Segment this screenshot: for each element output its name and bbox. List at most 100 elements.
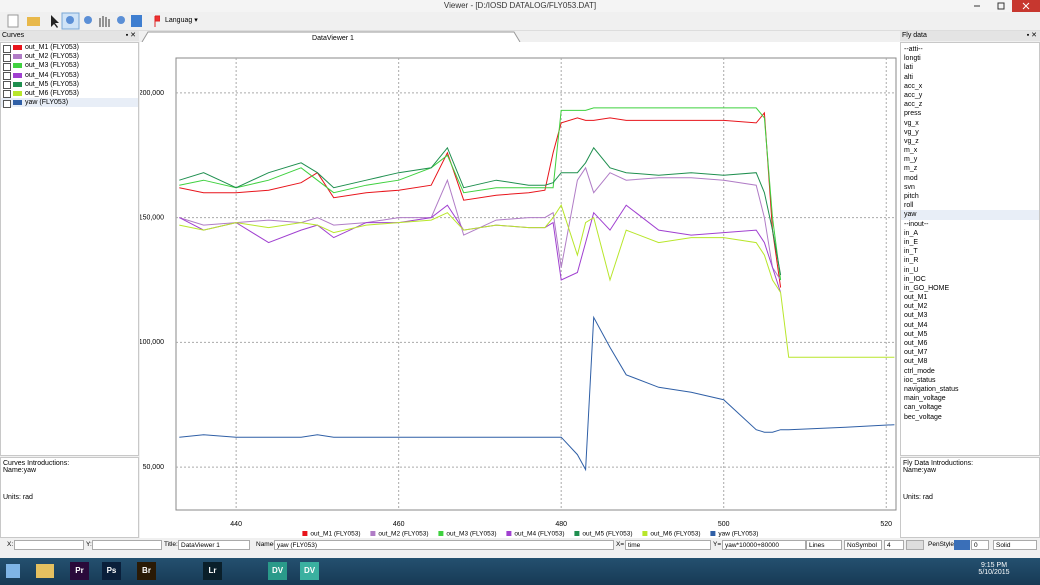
y-tick-label: 50,000 [143,464,165,471]
fly-item[interactable]: ctrl_mode [904,367,935,375]
start-button[interactable] [6,564,20,578]
fly-item[interactable]: in_A [904,229,919,237]
line-style[interactable]: Lines [806,540,842,550]
fly-item[interactable]: acc_z [904,101,923,109]
fly-item[interactable]: --atti-- [904,46,923,53]
symbol[interactable]: NoSymbol [844,540,882,550]
pen-color[interactable] [954,540,970,550]
curve-item[interactable]: out_M3 (FLY053) [1,61,138,71]
fly-item[interactable]: alti [904,73,913,81]
fly-item[interactable]: vg_x [904,119,919,127]
legend-label: yaw (FLY053) [718,531,758,538]
fly-item[interactable]: out_M5 [904,330,928,338]
fly-item[interactable]: vg_z [904,137,919,145]
zoom-icon[interactable] [117,16,125,24]
app-icon[interactable]: DV [300,562,319,580]
fly-item[interactable]: m_x [904,147,918,155]
y-tick-label: 200,000 [140,90,164,97]
fly-item[interactable]: roll [904,202,914,210]
fly-item[interactable]: acc_y [904,91,923,99]
language-menu[interactable]: Languag ▾ [165,17,198,24]
fly-item[interactable]: in_GO_HOME [904,284,950,292]
fly-item[interactable]: mod [904,174,918,182]
app-icon[interactable]: Lr [203,562,222,580]
legend-swatch [438,531,444,536]
fly-item[interactable]: out_M7 [904,349,928,357]
x-expr[interactable]: time [625,540,711,550]
checkbox [3,62,11,71]
fly-item[interactable]: in_IOC [904,275,926,283]
curve-item[interactable]: out_M4 (FLY053) [1,71,138,81]
app-icon[interactable]: DV [268,562,287,580]
curve-item[interactable]: yaw (FLY053) [1,98,138,108]
fly-item[interactable]: out_M3 [904,312,928,320]
pen-style[interactable]: Solid [993,540,1037,550]
curve-color [13,90,22,96]
x-label: X: [7,541,14,548]
legend-swatch [710,531,716,536]
fly-item[interactable]: out_M4 [904,321,928,329]
x-input[interactable] [14,540,84,550]
fly-item[interactable]: in_U [904,266,919,274]
curve-item[interactable]: out_M2 (FLY053) [1,52,138,62]
maximize[interactable] [997,2,1005,10]
app-icon[interactable]: Br [137,562,156,580]
new-icon[interactable] [7,14,19,28]
hand-icon[interactable] [99,16,110,27]
pointer-icon[interactable] [51,15,59,28]
fly-item[interactable]: lati [904,64,913,72]
app-icon[interactable]: Ps [102,562,121,580]
fly-item[interactable]: out_M2 [904,303,928,311]
checkbox [3,99,11,108]
color-button[interactable] [906,540,924,550]
explorer-icon[interactable] [36,564,54,578]
curve-color [13,100,22,106]
fly-item[interactable]: m_y [904,156,918,164]
fly-item[interactable]: vg_y [904,128,919,136]
fly-item[interactable]: can_voltage [904,404,942,412]
x-tick-label: 460 [393,521,405,528]
fly-item[interactable]: yaw [901,210,1039,220]
pen-style-label: PenStyle: [928,541,956,548]
zoom-out-icon[interactable] [84,16,92,24]
open-icon[interactable] [27,17,40,26]
fly-item[interactable]: out_M1 [904,294,928,302]
fly-item[interactable]: in_T [904,248,918,256]
app-label: Pr [75,566,84,575]
legend-swatch [642,531,648,536]
fly-item[interactable]: svn [904,183,915,191]
fly-item[interactable]: navigation_status [904,385,959,393]
app-icon[interactable]: Pr [70,562,89,580]
name-input[interactable]: yaw (FLY053) [274,540,614,550]
curve-item[interactable]: out_M1 (FLY053) [1,43,138,53]
fly-item[interactable]: in_R [904,257,919,265]
language-label: Languag [165,17,193,24]
fly-item[interactable]: bec_voltage [904,413,942,421]
pen-width[interactable]: 0 [971,540,989,550]
fly-item[interactable]: out_M8 [904,358,928,366]
fly-item[interactable]: longti [904,55,921,63]
curve-item[interactable]: out_M5 (FLY053) [1,80,138,90]
fly-title: Fly data [902,32,927,39]
fly-item[interactable]: pitch [904,193,919,200]
fly-item[interactable]: in_E [904,238,919,246]
gps-icon[interactable] [131,15,142,27]
curve-name: yaw (FLY053) [25,99,69,107]
size[interactable]: 4 [884,540,904,550]
fly-item[interactable]: --inout-- [904,220,929,228]
title-input[interactable]: DataViewer 1 [178,540,250,550]
fly-item[interactable]: out_M6 [904,340,928,347]
y-expr[interactable]: yaw*10000+80000 [722,540,806,550]
fly-item[interactable]: main_voltage [904,395,946,403]
fly-item[interactable]: ioc_status [904,376,936,384]
app-label: Ps [106,566,117,575]
legend-label: out_M3 (FLY053) [446,531,496,538]
window-controls[interactable] [960,0,1040,12]
fly-item[interactable]: press [904,110,922,118]
curve-item[interactable]: out_M6 (FLY053) [1,89,138,99]
fly-item[interactable]: m_z [904,165,918,173]
y-input[interactable] [92,540,162,550]
fly-item[interactable]: acc_x [904,82,923,90]
tab[interactable] [141,31,521,42]
x-tick-label: 520 [880,521,892,528]
